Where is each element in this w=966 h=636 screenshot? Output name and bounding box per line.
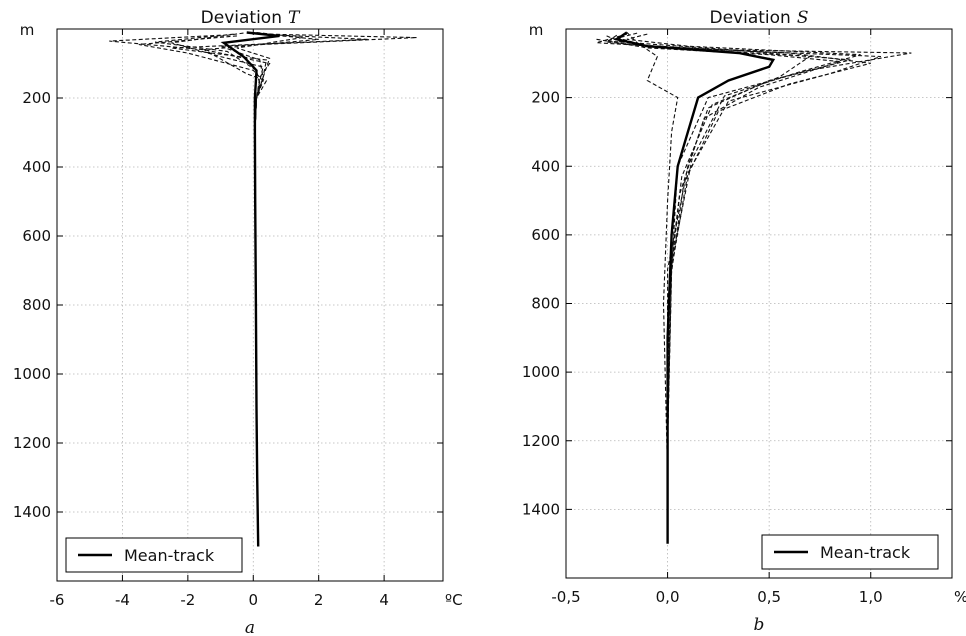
profile-line-6 (626, 32, 679, 476)
profile-line-3 (616, 37, 871, 458)
chart-title-text: Deviation (710, 8, 791, 28)
profile-line-7 (236, 31, 303, 133)
y-unit-label: m (20, 21, 35, 39)
x-tick-label: -4 (115, 591, 130, 609)
profile-line-7 (605, 34, 812, 458)
chart-title-symbol: S (797, 8, 809, 28)
legend-label: Mean-track (820, 543, 911, 562)
y-tick-label: 1000 (13, 365, 51, 383)
x-tick-label: -2 (180, 591, 195, 609)
x-tick-label: 0 (248, 591, 258, 609)
profile-line-6 (171, 32, 264, 133)
mean-track-line (220, 31, 280, 547)
y-tick-label: 1000 (522, 363, 560, 381)
profile-line-1 (596, 33, 912, 441)
x-unit-label: ºC (445, 591, 463, 609)
chart-title: Deviation T (201, 8, 301, 28)
legend: Mean-track (65, 537, 243, 573)
y-tick-label: 200 (531, 89, 560, 107)
x-tick-label: 4 (379, 591, 389, 609)
chart-title-text: Deviation (201, 8, 282, 28)
legend: Mean-track (761, 534, 939, 570)
panel-a: -6 -4 -2 0 2 4 200 400 600 800 1000 1200 1400 m ºC Devi… (13, 8, 463, 636)
y-tick-label: 600 (22, 227, 51, 245)
y-tick-label: 1400 (522, 500, 560, 518)
profile-line-2 (606, 35, 882, 441)
y-tick-label: 1200 (522, 432, 560, 450)
x-tick-label: 2 (314, 591, 324, 609)
profile-line-3 (109, 34, 271, 133)
y-tick-label: 800 (22, 296, 51, 314)
profile-line-8 (626, 33, 861, 434)
panel-b: -0,5 0,0 0,5 1,0 200 400 600 800 1000 1200 1400 m ‰ D… (522, 8, 966, 635)
y-tick-label: 800 (531, 295, 560, 313)
profile-line-8 (155, 33, 261, 133)
mean-track-line (613, 31, 776, 544)
y-tick-label: 1400 (13, 503, 51, 521)
x-tick-label: 1,0 (859, 588, 883, 606)
profile-line-4 (606, 32, 851, 441)
x-tick-label: -0,5 (551, 588, 580, 606)
profile-line-2 (171, 33, 368, 133)
profile-line-5 (596, 38, 841, 476)
y-tick-label: 1200 (13, 434, 51, 452)
x-unit-label: ‰ (954, 588, 966, 606)
y-tick-label: 400 (531, 157, 560, 175)
y-tick-label: 400 (22, 158, 51, 176)
subfigure-label: b (754, 615, 765, 635)
legend-label: Mean-track (124, 546, 215, 565)
chart-title: Deviation S (710, 8, 809, 28)
chart-title-symbol: T (288, 8, 301, 28)
x-tick-label: 0,5 (757, 588, 781, 606)
x-tick-label: 0,0 (656, 588, 680, 606)
legend-box (65, 537, 243, 573)
subfigure-label: a (245, 618, 255, 636)
y-unit-label: m (529, 21, 544, 39)
y-tick-label: 200 (22, 89, 51, 107)
x-tick-label: -6 (50, 591, 65, 609)
y-tick-label: 600 (531, 226, 560, 244)
